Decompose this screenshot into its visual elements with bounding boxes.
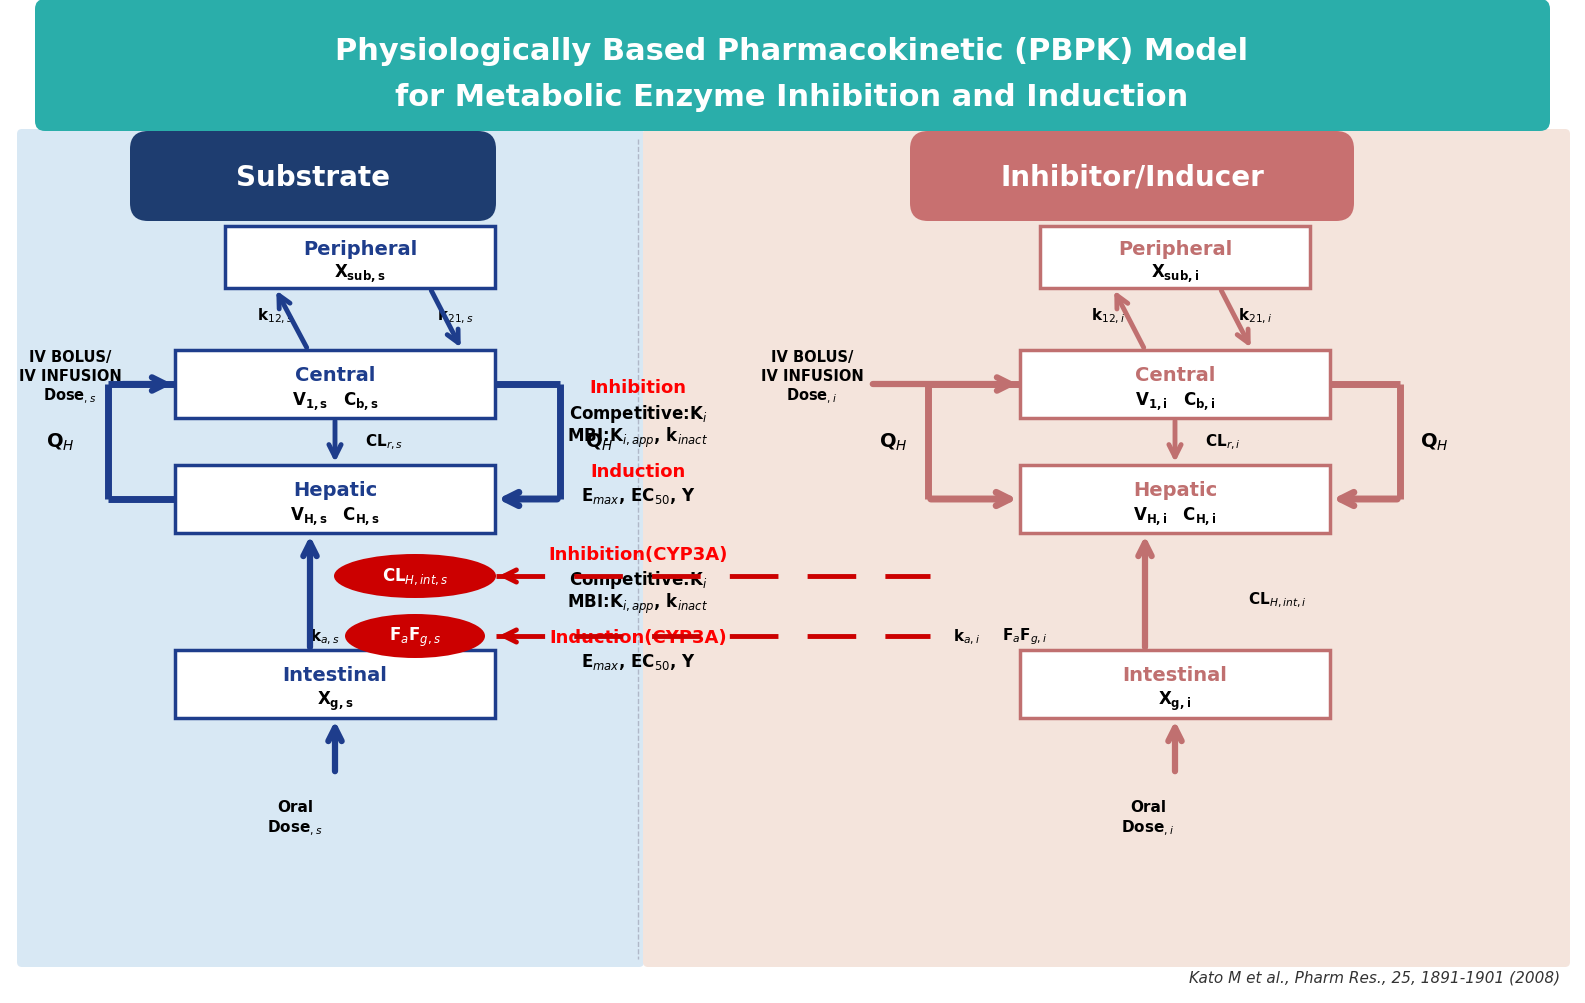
Text: CL$_{r,s}$: CL$_{r,s}$	[365, 432, 403, 451]
Text: Q$_H$: Q$_H$	[1420, 431, 1449, 452]
Text: Hepatic: Hepatic	[1133, 480, 1217, 499]
Text: Central: Central	[1135, 366, 1216, 384]
Text: Inhibition: Inhibition	[590, 378, 686, 396]
Text: $\mathbf{X_{sub,s}}$: $\mathbf{X_{sub,s}}$	[334, 262, 385, 284]
Text: Q$_H$: Q$_H$	[585, 431, 613, 452]
Text: Competitive:K$_i$: Competitive:K$_i$	[569, 569, 707, 591]
Text: $\mathbf{X_{sub,i}}$: $\mathbf{X_{sub,i}}$	[1151, 262, 1200, 284]
Text: Central: Central	[295, 366, 376, 384]
FancyBboxPatch shape	[35, 0, 1550, 131]
FancyBboxPatch shape	[1021, 650, 1330, 718]
Text: $\mathbf{X_{g,s}}$: $\mathbf{X_{g,s}}$	[317, 689, 353, 712]
Text: E$_{max}$, EC$_{50}$, Y: E$_{max}$, EC$_{50}$, Y	[580, 485, 696, 506]
Text: Hepatic: Hepatic	[293, 480, 377, 499]
Text: Inhibitor/Inducer: Inhibitor/Inducer	[1000, 163, 1263, 192]
Text: $\mathbf{V_{1,i}}$   $\mathbf{C_{b,i}}$: $\mathbf{V_{1,i}}$ $\mathbf{C_{b,i}}$	[1135, 390, 1216, 412]
FancyBboxPatch shape	[174, 465, 495, 534]
Text: Kato M et al., Pharm Res., 25, 1891-1901 (2008): Kato M et al., Pharm Res., 25, 1891-1901…	[1189, 970, 1560, 985]
Text: IV BOLUS/: IV BOLUS/	[770, 350, 853, 365]
Text: Q$_H$: Q$_H$	[46, 431, 74, 452]
Text: F$_a$F$_{g,i}$: F$_a$F$_{g,i}$	[1002, 626, 1048, 647]
FancyBboxPatch shape	[910, 131, 1354, 222]
Text: CL$_{H,int,i}$: CL$_{H,int,i}$	[1247, 590, 1308, 609]
Text: IV INFUSION: IV INFUSION	[19, 369, 122, 384]
FancyBboxPatch shape	[130, 131, 496, 222]
Text: Intestinal: Intestinal	[1122, 665, 1227, 684]
Text: Intestinal: Intestinal	[282, 665, 387, 684]
Text: Competitive:K$_i$: Competitive:K$_i$	[569, 402, 707, 424]
FancyBboxPatch shape	[1021, 465, 1330, 534]
Text: k$_{12,i}$: k$_{12,i}$	[1090, 306, 1125, 325]
Text: $\mathbf{V_{H,i}}$   $\mathbf{C_{H,i}}$: $\mathbf{V_{H,i}}$ $\mathbf{C_{H,i}}$	[1133, 505, 1217, 527]
Text: IV BOLUS/: IV BOLUS/	[29, 350, 111, 365]
Text: Induction: Induction	[590, 462, 686, 480]
Text: MBI:K$_{i,app}$, k$_{inact}$: MBI:K$_{i,app}$, k$_{inact}$	[567, 592, 708, 616]
Text: k$_{a,i}$: k$_{a,i}$	[953, 627, 980, 646]
Text: for Metabolic Enzyme Inhibition and Induction: for Metabolic Enzyme Inhibition and Indu…	[395, 83, 1189, 112]
Text: E$_{max}$, EC$_{50}$, Y: E$_{max}$, EC$_{50}$, Y	[580, 651, 696, 671]
Text: $\mathbf{X_{g,i}}$: $\mathbf{X_{g,i}}$	[1159, 689, 1192, 712]
Text: $\mathbf{V_{1,s}}$   $\mathbf{C_{b,s}}$: $\mathbf{V_{1,s}}$ $\mathbf{C_{b,s}}$	[292, 390, 379, 412]
FancyBboxPatch shape	[174, 650, 495, 718]
Text: Physiologically Based Pharmacokinetic (PBPK) Model: Physiologically Based Pharmacokinetic (P…	[336, 37, 1249, 66]
FancyBboxPatch shape	[174, 351, 495, 418]
Text: Q$_H$: Q$_H$	[880, 431, 908, 452]
Text: $\mathbf{V_{H,s}}$   $\mathbf{C_{H,s}}$: $\mathbf{V_{H,s}}$ $\mathbf{C_{H,s}}$	[290, 505, 380, 527]
FancyBboxPatch shape	[1040, 227, 1309, 289]
Text: Peripheral: Peripheral	[1117, 240, 1232, 259]
Text: Dose$_{,i}$: Dose$_{,i}$	[786, 386, 837, 405]
Text: Peripheral: Peripheral	[303, 240, 417, 259]
Text: CL$_{H,int,s}$: CL$_{H,int,s}$	[382, 566, 449, 587]
Text: Dose$_{,s}$: Dose$_{,s}$	[43, 386, 97, 405]
FancyBboxPatch shape	[644, 129, 1571, 967]
Text: Dose$_{,s}$: Dose$_{,s}$	[268, 817, 323, 837]
FancyBboxPatch shape	[17, 129, 644, 967]
Text: Induction(CYP3A): Induction(CYP3A)	[548, 628, 728, 646]
Text: Inhibition(CYP3A): Inhibition(CYP3A)	[548, 546, 728, 564]
Text: k$_{21,s}$: k$_{21,s}$	[436, 306, 474, 325]
Text: Substrate: Substrate	[236, 163, 390, 192]
Text: Dose$_{,i}$: Dose$_{,i}$	[1122, 817, 1174, 837]
Text: Oral: Oral	[1130, 799, 1167, 814]
Text: k$_{12,s}$: k$_{12,s}$	[257, 306, 293, 325]
Text: k$_{a,s}$: k$_{a,s}$	[311, 627, 341, 646]
Text: F$_a$F$_{g,s}$: F$_a$F$_{g,s}$	[388, 625, 441, 648]
Text: IV INFUSION: IV INFUSION	[761, 369, 864, 384]
Text: k$_{21,i}$: k$_{21,i}$	[1238, 306, 1273, 325]
Text: MBI:K$_{i,app}$, k$_{inact}$: MBI:K$_{i,app}$, k$_{inact}$	[567, 425, 708, 449]
FancyBboxPatch shape	[1021, 351, 1330, 418]
Ellipse shape	[334, 555, 496, 599]
Text: Oral: Oral	[277, 799, 312, 814]
FancyBboxPatch shape	[225, 227, 495, 289]
Ellipse shape	[346, 615, 485, 658]
Text: CL$_{r,i}$: CL$_{r,i}$	[1205, 432, 1241, 451]
